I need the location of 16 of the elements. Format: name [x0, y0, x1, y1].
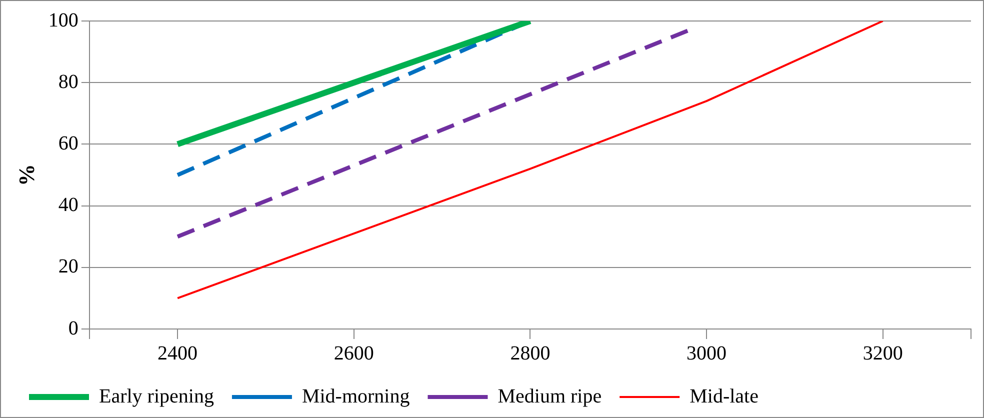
x-tick-label: 2600 [334, 342, 374, 364]
y-tick-label: 0 [68, 317, 78, 340]
x-tick-label: 3200 [862, 342, 903, 364]
legend-label: Mid-late [690, 385, 759, 408]
y-tick-label: 40 [58, 194, 78, 216]
y-tick-label: 100 [48, 9, 78, 32]
y-axis-title: % [14, 164, 39, 186]
y-tick-label: 60 [58, 132, 78, 154]
x-tick-label: 2400 [158, 342, 198, 364]
legend-label: Medium ripe [498, 385, 602, 408]
legend-label: Mid-morning [302, 385, 410, 408]
y-tick-label: 20 [58, 256, 78, 278]
legend-label: Early ripening [99, 385, 214, 408]
x-tick-label: 3000 [686, 342, 727, 364]
x-tick-label: 2800 [510, 342, 550, 364]
y-tick-label: 80 [58, 70, 78, 93]
